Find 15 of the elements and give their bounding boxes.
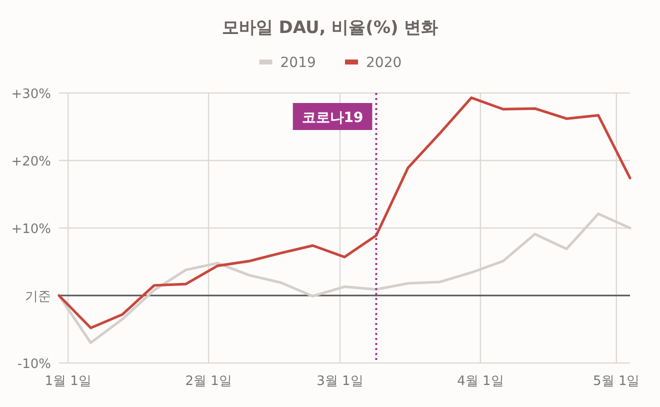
legend-label: 2020 <box>366 55 402 71</box>
x-tick-label: 5월 1일 <box>593 374 640 389</box>
x-tick-label: 2월 1일 <box>185 374 232 389</box>
y-tick-label: +30% <box>11 87 51 102</box>
y-tick-label: -10% <box>17 357 51 372</box>
y-tick-label: +20% <box>11 154 51 170</box>
chart-title: 모바일 DAU, 비율(%) 변화 <box>222 18 438 38</box>
line-series <box>58 96 632 330</box>
y-tick-label: 기준 <box>25 290 51 304</box>
ref-line-label: 코로나19 <box>302 110 364 126</box>
legend-label: 2019 <box>280 55 316 71</box>
x-tick-label: 4월 1일 <box>457 374 504 389</box>
y-tick-label: +10% <box>11 222 51 237</box>
x-tick-label: 1월 1일 <box>44 374 92 389</box>
x-tick-label: 3월 1일 <box>316 374 364 389</box>
